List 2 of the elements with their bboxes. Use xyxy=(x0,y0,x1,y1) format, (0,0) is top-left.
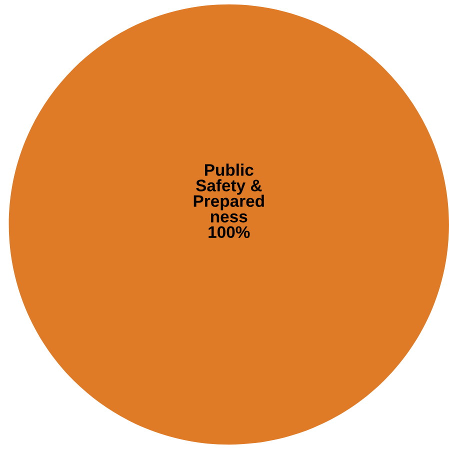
data-label: 100% xyxy=(208,226,250,238)
slice-label: Public Safety & Prepared ness xyxy=(194,164,264,222)
